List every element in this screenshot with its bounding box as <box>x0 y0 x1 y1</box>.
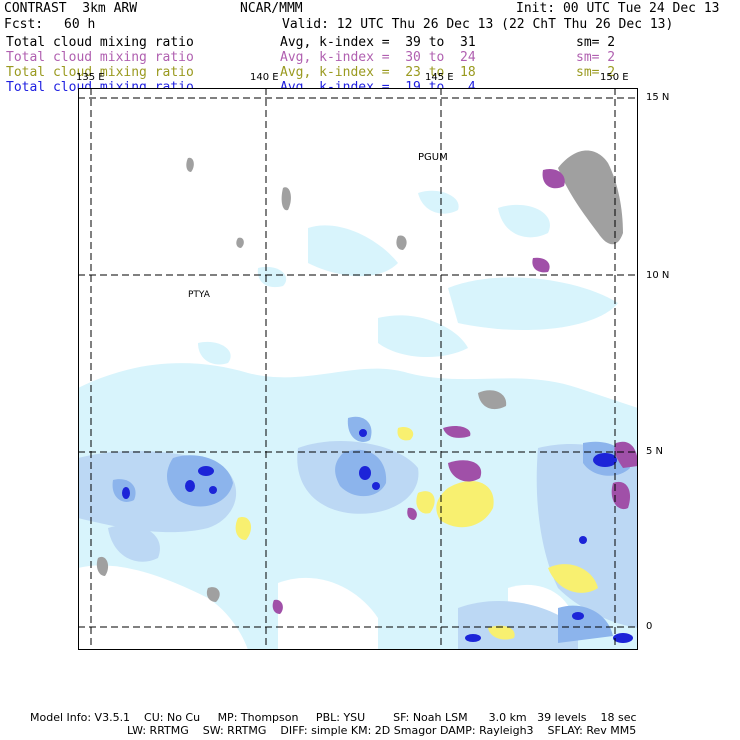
forecast-label: Fcst: <box>4 17 44 32</box>
lat-label-0: 0 <box>646 621 653 632</box>
model-info-line1: Model Info: V3.5.1 CU: No Cu MP: Thompso… <box>30 711 637 724</box>
field-range-3: Avg, k-index = 23 to 18 <box>280 65 476 80</box>
model-info-line2: LW: RRTMG SW: RRTMG DIFF: simple KM: 2D … <box>127 724 637 737</box>
dense-cloud-layer <box>112 416 630 643</box>
lon-label-135e: 135 E <box>76 72 105 83</box>
field-range-1: Avg, k-index = 39 to 31 <box>280 35 476 50</box>
lon-label-145e: 145 E <box>425 72 454 83</box>
valid-time: Valid: 12 UTC Thu 26 Dec 13 (22 ChT Thu … <box>282 17 674 32</box>
yellow-cloud-layer <box>235 427 598 640</box>
gray-cloud-layer <box>96 150 623 602</box>
cloud-core-layer <box>122 429 633 643</box>
field-name-2: Total cloud mixing ratio <box>6 50 194 65</box>
lat-label-15n: 15 N <box>646 92 670 103</box>
lat-label-5n: 5 N <box>646 446 664 457</box>
field-name-1: Total cloud mixing ratio <box>6 35 194 50</box>
field-name-3: Total cloud mixing ratio <box>6 65 194 80</box>
station-pgum: PGUM <box>418 152 448 163</box>
lat-lon-grid <box>78 88 638 650</box>
field-sm-2: sm= 2 <box>576 50 616 65</box>
field-sm-3: sm= 2 <box>576 65 616 80</box>
forecast-hour: 60 h <box>64 17 96 32</box>
cloud-field-map <box>78 88 638 650</box>
lon-label-150e: 150 E <box>600 72 629 83</box>
lat-label-10n: 10 N <box>646 270 670 281</box>
field-range-2: Avg, k-index = 30 to 24 <box>280 50 476 65</box>
product-title: CONTRAST 3km ARW <box>4 1 138 16</box>
station-ptya: PTYA <box>188 290 210 300</box>
field-sm-1: sm= 2 <box>576 35 616 50</box>
center-label: NCAR/MMM <box>240 1 303 16</box>
lon-label-140e: 140 E <box>250 72 279 83</box>
init-time: Init: 00 UTC Tue 24 Dec 13 <box>516 1 720 16</box>
purple-cloud-layer <box>272 168 638 614</box>
map-panel <box>78 88 638 650</box>
